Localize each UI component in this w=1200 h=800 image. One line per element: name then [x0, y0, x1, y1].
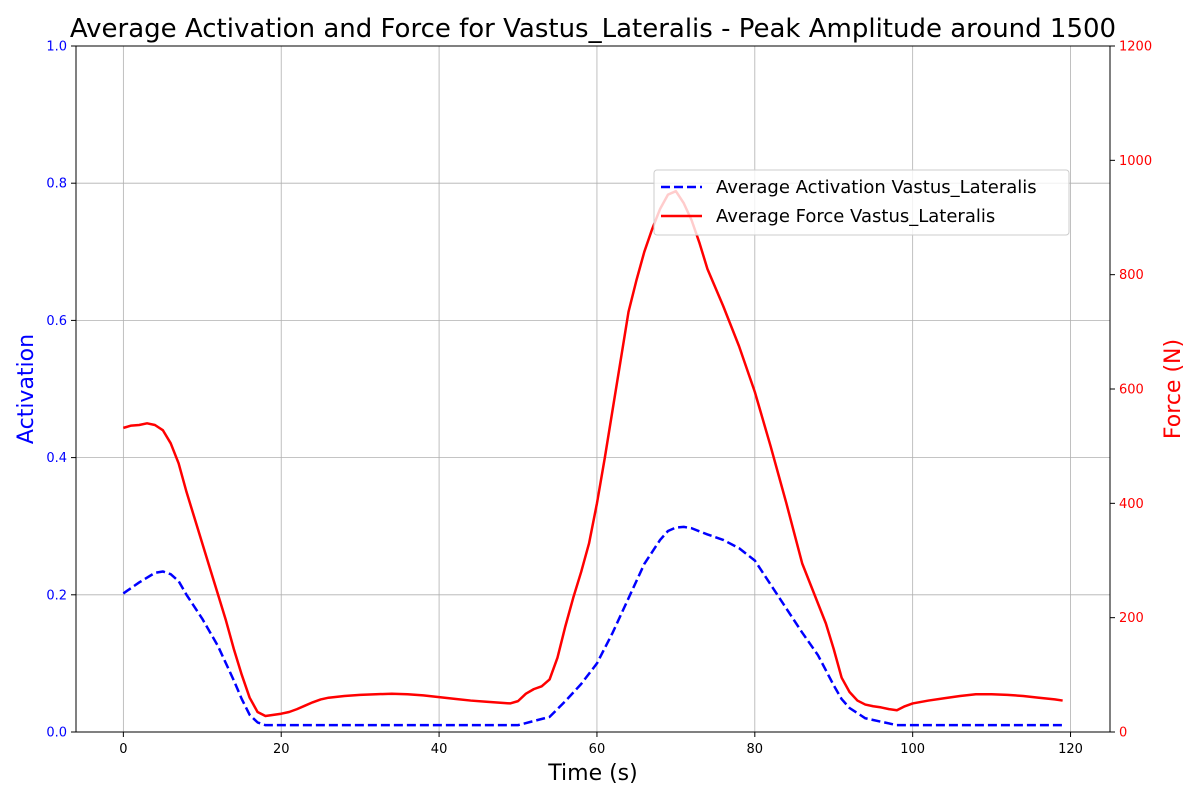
x-axis-ticks: 0 20 40 60 80 100 120 [119, 732, 1083, 757]
right-tick-label: 600 [1119, 383, 1144, 398]
left-axis-label: Activation [14, 334, 39, 444]
right-tick-label: 400 [1119, 497, 1144, 512]
left-axis-ticks: 0.0 0.2 0.4 0.6 0.8 1.0 [46, 40, 76, 741]
x-tick-label: 40 [431, 742, 448, 757]
right-tick-label: 0 [1119, 726, 1127, 741]
x-tick-label: 0 [119, 742, 127, 757]
x-tick-label: 60 [589, 742, 606, 757]
legend-box [653, 169, 1070, 236]
right-axis-ticks: 0 200 400 600 800 1000 1200 [1110, 40, 1152, 741]
right-tick-label: 200 [1119, 611, 1144, 626]
right-tick-label: 1200 [1119, 40, 1152, 55]
left-tick-label: 1.0 [46, 40, 67, 55]
series-line-activation [122, 525, 1063, 727]
left-tick-label: 0.6 [46, 314, 67, 329]
x-tick-label: 100 [900, 742, 925, 757]
x-tick-label: 20 [273, 742, 290, 757]
series-line-force [123, 189, 1063, 718]
left-tick-label: 0.8 [46, 177, 67, 192]
x-tick-label: 80 [747, 742, 764, 757]
left-tick-label: 0.2 [46, 588, 67, 603]
series-layer [122, 189, 1063, 727]
legend: Average Activation Vastus_Lateralis Aver… [653, 169, 1070, 236]
left-tick-label: 0.0 [46, 726, 67, 741]
legend-label-activation: Average Activation Vastus_Lateralis [716, 177, 1037, 198]
right-axis-label: Force (N) [1161, 339, 1186, 439]
right-tick-label: 1000 [1119, 154, 1152, 169]
chart-title: Average Activation and Force for Vastus_… [70, 14, 1116, 44]
x-axis-label: Time (s) [547, 761, 637, 786]
x-tick-label: 120 [1058, 742, 1083, 757]
legend-label-force: Average Force Vastus_Lateralis [716, 206, 995, 227]
right-tick-label: 800 [1119, 268, 1144, 283]
left-tick-label: 0.4 [46, 451, 67, 466]
